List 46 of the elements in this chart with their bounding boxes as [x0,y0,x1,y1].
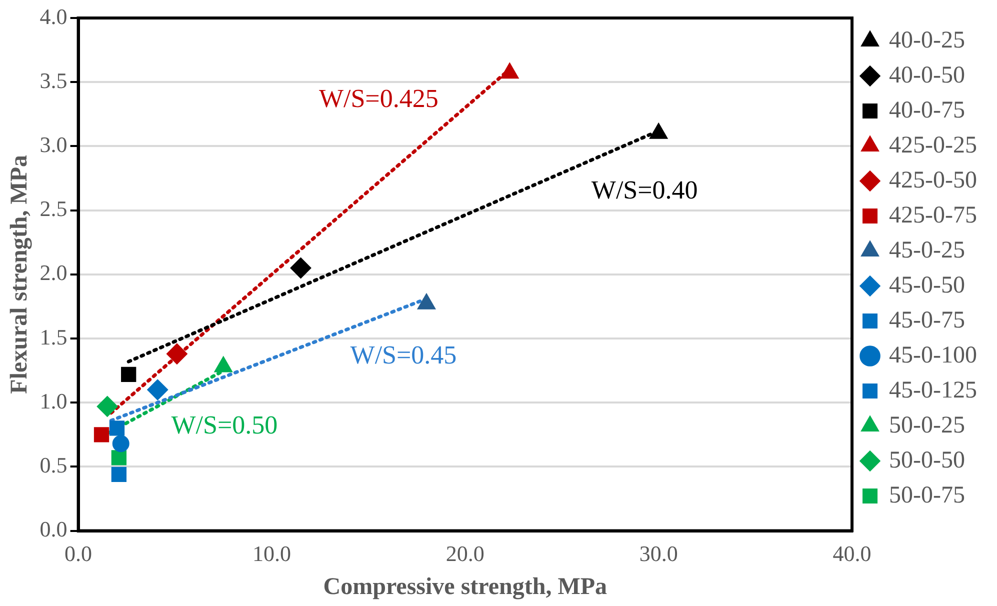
legend-label: 40-0-50 [889,62,965,88]
legend-label: 45-0-75 [889,307,965,334]
x-axis-title: Compressive strength, MPa [323,574,608,600]
point [649,122,668,139]
point [290,257,312,278]
point [111,450,126,466]
series-label: W/S=0.45 [350,340,457,370]
y-axis-title: Flexural strength, MPa [6,154,33,394]
point [111,466,126,482]
legend-label: 45-0-25 [889,237,965,264]
x-tick-label: 20.0 [446,540,484,566]
y-tick-label: 2.0 [40,260,68,286]
y-tick-label: 0.0 [40,516,68,542]
legend-label: 45-0-100 [889,342,977,368]
series-label: W/S=0.425 [318,84,438,114]
legend-label: 425-0-50 [889,167,977,194]
point [147,379,168,400]
point [500,62,519,79]
x-tick-label: 10.0 [252,540,291,566]
y-tick-label: 0.5 [40,452,68,478]
x-tick-label: 0.0 [64,540,92,566]
y-tick-label: 2.5 [40,196,68,222]
legend-label: 40-0-75 [889,97,965,124]
y-tick-label: 3.0 [40,132,68,157]
point [96,396,118,417]
point [112,435,130,452]
y-tick-label: 1.0 [40,388,68,414]
legend-label: 50-0-75 [889,482,965,508]
point [166,343,188,364]
legend-label: 45-0-125 [889,377,977,404]
point [94,427,110,442]
legend-label: 40-0-25 [889,27,965,54]
series-label: W/S=0.50 [171,410,278,440]
legend-label: 45-0-50 [889,272,965,298]
legend-label: 425-0-25 [889,132,977,158]
series-label: W/S=0.40 [591,176,698,205]
y-tick-label: 4.0 [40,4,68,29]
x-tick-label: 30.0 [639,540,678,566]
legend-label: 50-0-25 [889,412,965,438]
point [109,420,125,436]
legend-label: 50-0-50 [889,447,965,474]
legend-label: 425-0-75 [889,202,977,228]
y-tick-label: 1.5 [40,324,68,350]
y-tick-label: 3.5 [40,68,68,93]
point [121,366,136,382]
x-tick-label: 40.0 [832,540,872,566]
